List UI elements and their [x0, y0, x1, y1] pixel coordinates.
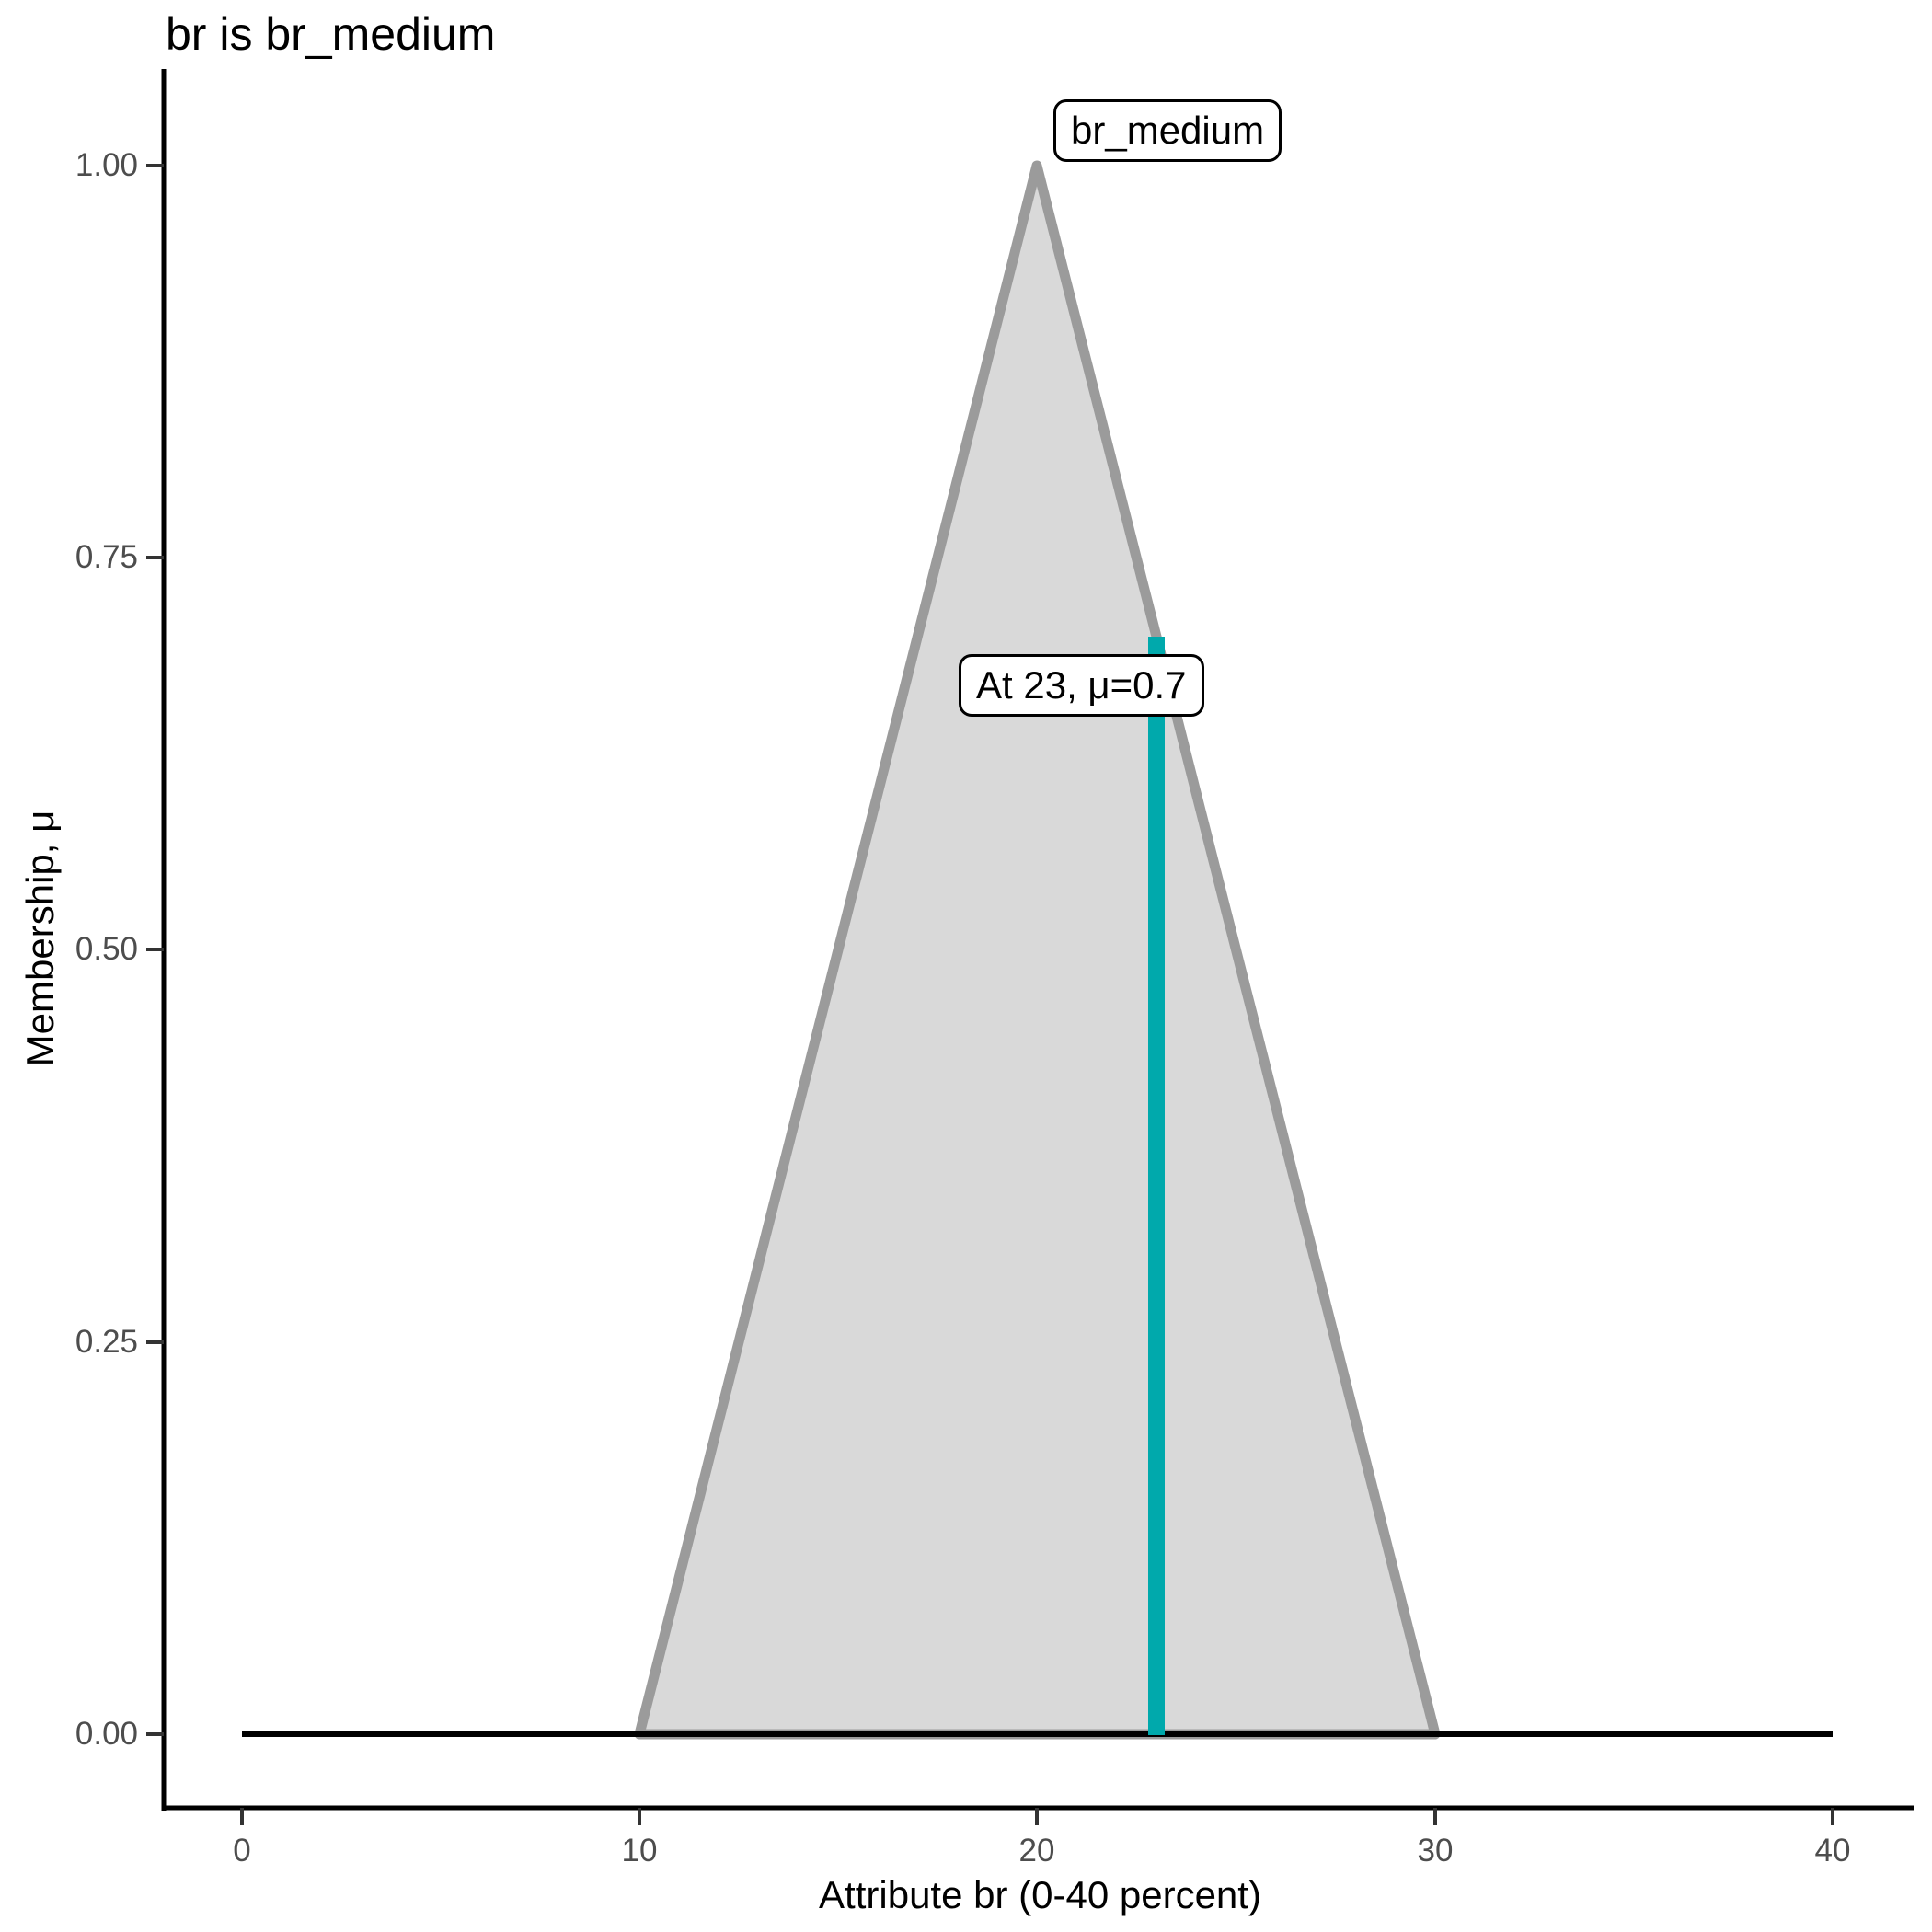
x-tick-label-10: 10	[621, 1833, 658, 1869]
x-tick-marks	[240, 1808, 1834, 1825]
y-tick-label-0.00: 0.00	[75, 1716, 138, 1752]
y-tick-label-1.00: 1.00	[75, 147, 138, 183]
x-axis-title: Attribute br (0-40 percent)	[819, 1873, 1261, 1916]
set-name-label: br_medium	[1053, 99, 1282, 162]
membership-triangle	[634, 160, 1441, 1740]
x-tick-label-20: 20	[1018, 1833, 1055, 1869]
chart-title: br is br_medium	[166, 8, 496, 60]
x-tick-label-0: 0	[233, 1833, 251, 1869]
y-tick-marks	[146, 164, 164, 1736]
x-tick-label-40: 40	[1814, 1833, 1851, 1869]
x-tick-label-30: 30	[1417, 1833, 1454, 1869]
y-tick-label-0.25: 0.25	[75, 1324, 138, 1360]
y-tick-label-0.50: 0.50	[75, 931, 138, 967]
y-tick-label-0.75: 0.75	[75, 539, 138, 575]
membership-value-label: At 23, μ=0.7	[959, 654, 1204, 717]
